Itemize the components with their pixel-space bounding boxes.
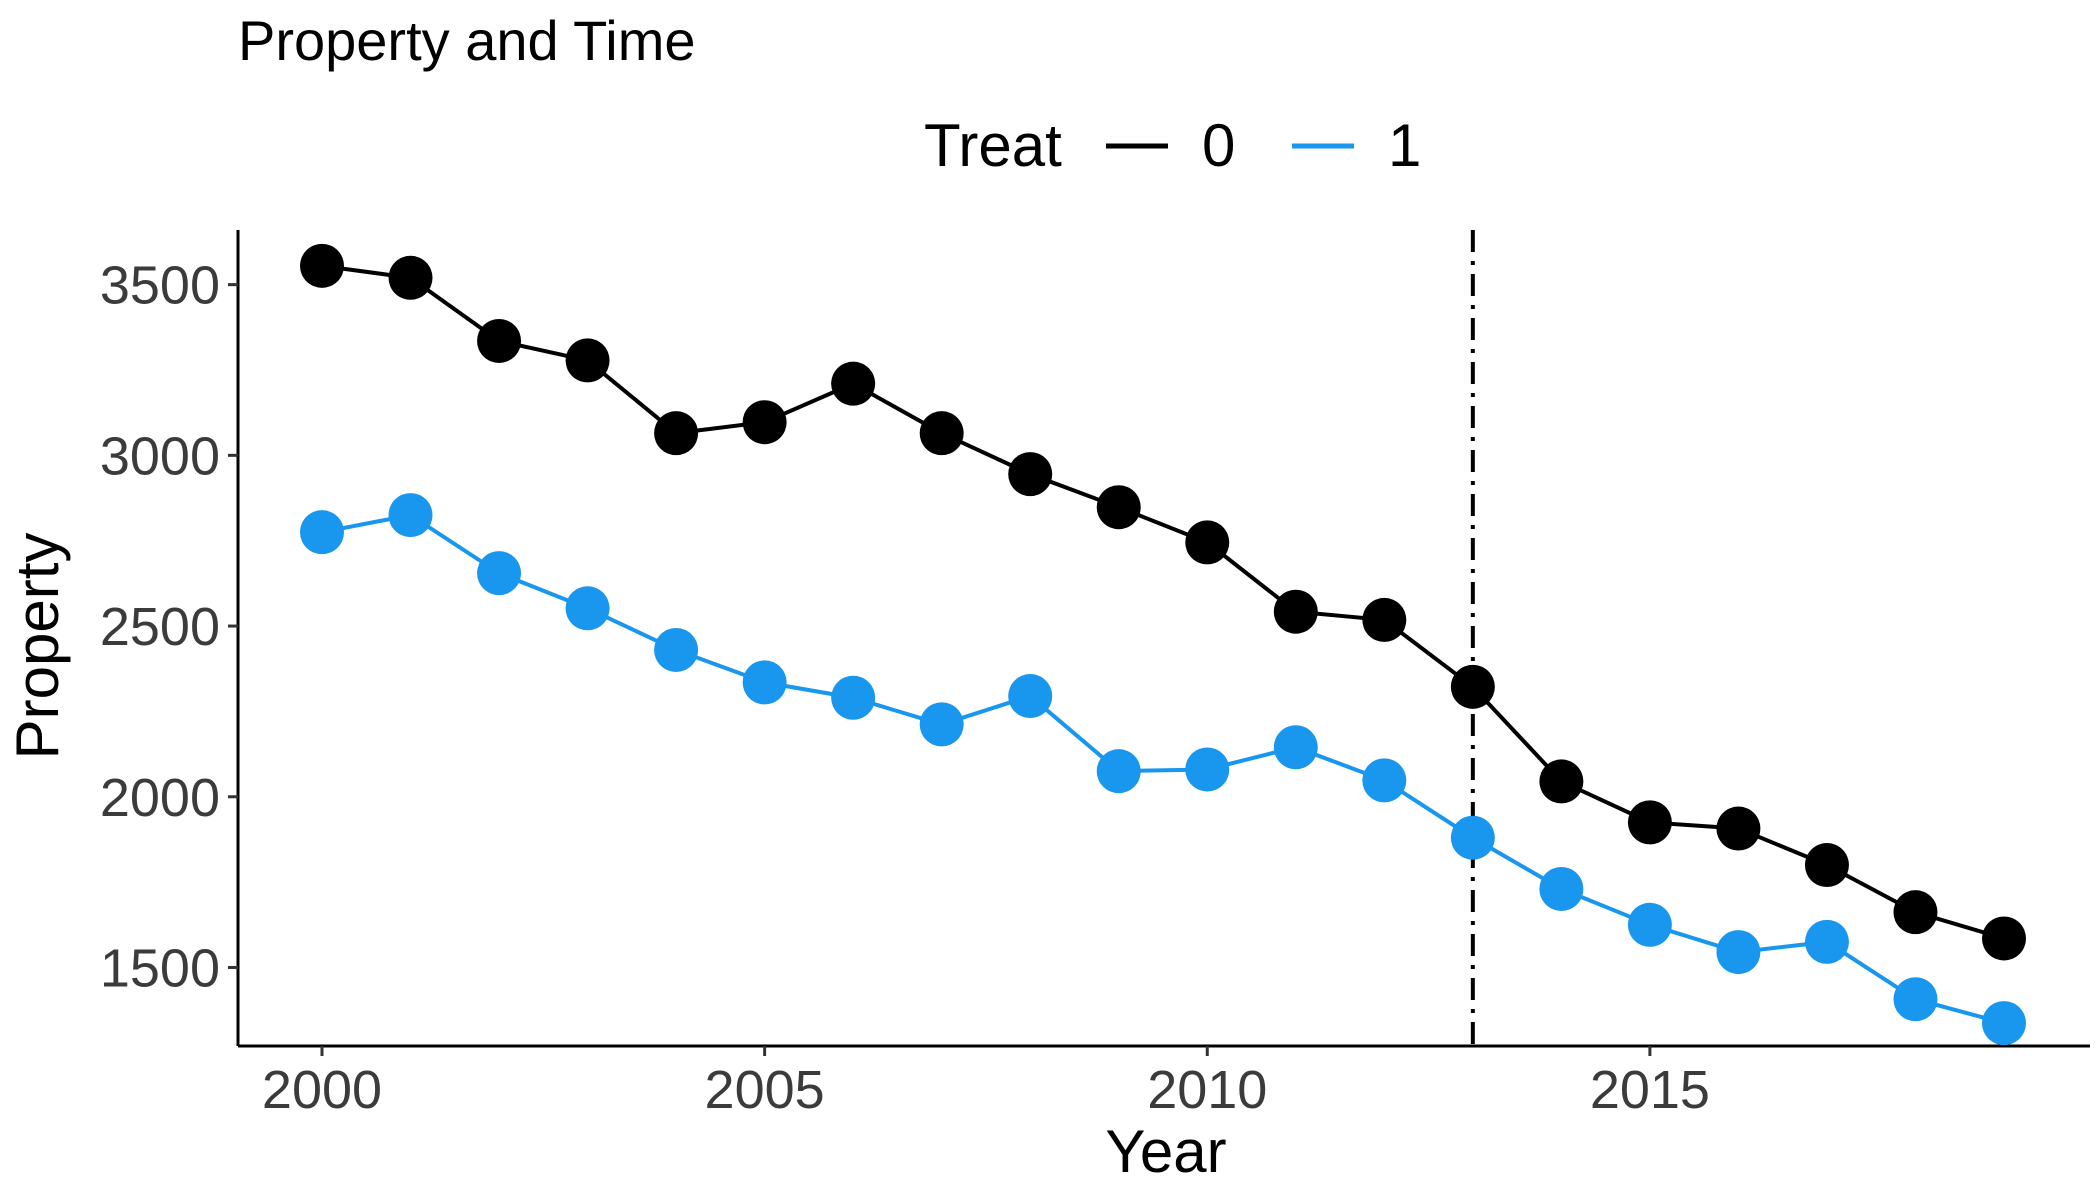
- data-point: [831, 675, 876, 720]
- data-point: [1096, 485, 1141, 530]
- data-point: [1893, 977, 1938, 1022]
- data-point: [1893, 890, 1938, 935]
- data-point: [1982, 916, 2026, 961]
- data-point: [1982, 1001, 2026, 1046]
- legend-title: Treat: [924, 112, 1062, 179]
- data-point: [1008, 674, 1053, 719]
- y-tick-label: 3500: [100, 256, 220, 316]
- axes: 1500 2000 2500 3000 3500 2000 2005 2010 2015: [100, 230, 2090, 1120]
- y-axis-title: Property: [4, 533, 71, 760]
- y-tick-label: 3000: [100, 426, 220, 486]
- data-point: [1096, 749, 1141, 794]
- data-point: [300, 243, 344, 288]
- data-point: [1716, 806, 1761, 851]
- x-axis-title: Year: [1105, 1118, 1226, 1185]
- data-point: [742, 660, 787, 705]
- data-point: [654, 411, 699, 456]
- data-point: [1539, 759, 1584, 804]
- x-tick-label: 2000: [262, 1060, 382, 1120]
- data-point: [831, 361, 876, 406]
- data-point: [1450, 664, 1495, 709]
- data-point: [1185, 747, 1230, 792]
- series-0: [300, 243, 2026, 961]
- data-point: [1362, 758, 1407, 803]
- data-point: [1804, 843, 1849, 888]
- series-1: [300, 493, 2026, 1046]
- data-point: [477, 318, 522, 363]
- data-point: [1804, 919, 1849, 964]
- data-point: [388, 255, 433, 300]
- legend-label-0: 0: [1202, 112, 1235, 179]
- data-point: [477, 551, 522, 596]
- data-point: [1716, 930, 1761, 975]
- data-point: [1627, 902, 1672, 947]
- legend: Treat 0 1: [924, 112, 1421, 179]
- y-tick-label: 2500: [100, 597, 220, 657]
- data-point: [1185, 520, 1230, 565]
- data-point: [919, 702, 964, 747]
- data-point: [1273, 725, 1318, 770]
- data-point: [919, 411, 964, 456]
- data-point: [565, 338, 610, 383]
- x-tick-label: 2015: [1590, 1060, 1710, 1120]
- data-point: [1362, 597, 1407, 642]
- data-point: [1627, 800, 1672, 845]
- chart-title: Property and Time: [238, 9, 696, 72]
- data-point: [1539, 866, 1584, 911]
- data-point: [742, 400, 787, 445]
- data-point: [300, 510, 344, 555]
- series-group: [300, 243, 2026, 1046]
- data-point: [388, 493, 433, 538]
- legend-label-1: 1: [1388, 112, 1421, 179]
- y-tick-label: 1500: [100, 938, 220, 998]
- x-tick-label: 2005: [705, 1060, 825, 1120]
- y-tick-label: 2000: [100, 768, 220, 828]
- data-point: [1008, 452, 1053, 497]
- x-tick-label: 2010: [1147, 1060, 1267, 1120]
- data-point: [654, 627, 699, 672]
- data-point: [565, 586, 610, 631]
- data-point: [1273, 589, 1318, 634]
- data-point: [1450, 815, 1495, 860]
